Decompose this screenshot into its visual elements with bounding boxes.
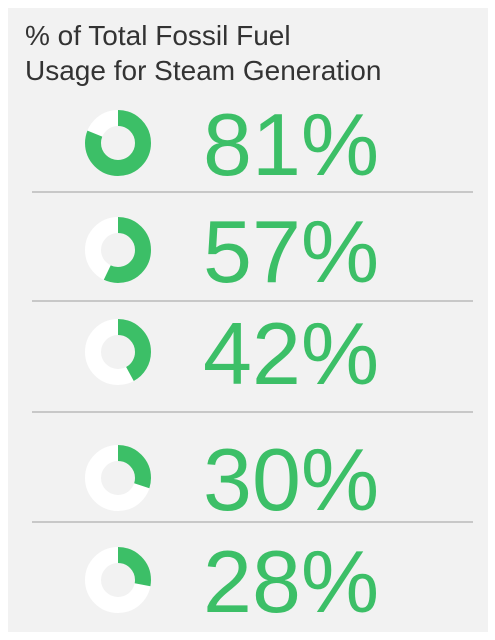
- chart-title: % of Total Fossil Fuel: [25, 20, 291, 51]
- donut-segment: [85, 547, 151, 613]
- value-label: 81%: [203, 95, 379, 194]
- chart-title: Usage for Steam Generation: [25, 55, 381, 86]
- donut-segment: [85, 217, 151, 283]
- value-label: 30%: [203, 430, 379, 529]
- donut-segment: [85, 445, 151, 511]
- donut-segment: [85, 110, 151, 176]
- value-label: 42%: [203, 304, 379, 403]
- donut-segment: [85, 319, 151, 385]
- value-label: 28%: [203, 532, 379, 631]
- panel: [8, 8, 488, 632]
- value-label: 57%: [203, 202, 379, 301]
